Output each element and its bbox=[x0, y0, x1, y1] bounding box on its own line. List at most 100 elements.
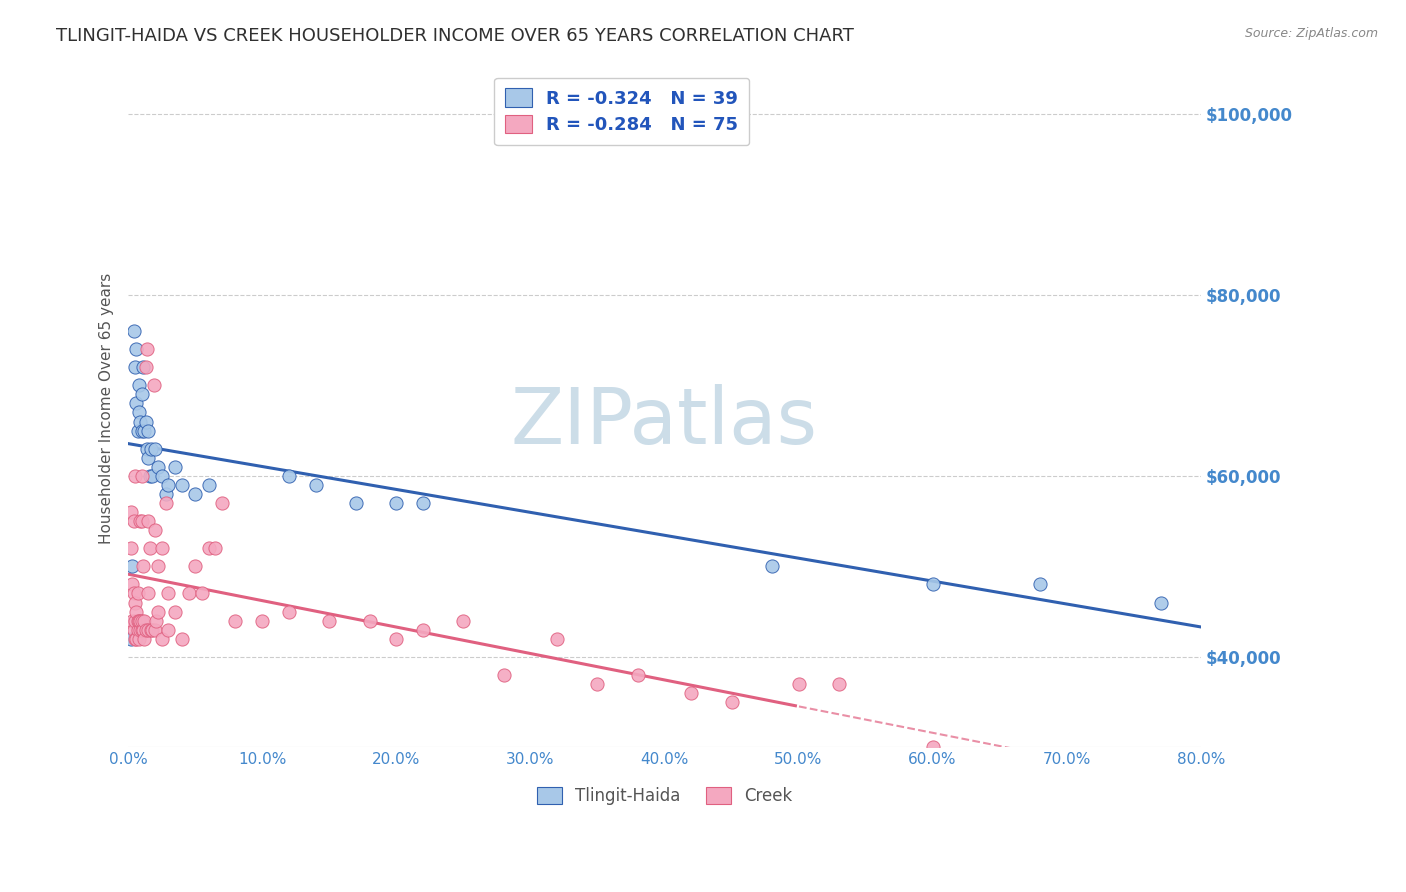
Point bbox=[150, 632, 173, 646]
Point bbox=[122, 586, 145, 600]
Point bbox=[170, 632, 193, 646]
Point bbox=[197, 541, 219, 556]
Point bbox=[122, 623, 145, 637]
Point bbox=[453, 614, 475, 628]
Point bbox=[142, 378, 165, 392]
Legend: Tlingit-Haida, Creek: Tlingit-Haida, Creek bbox=[529, 779, 800, 814]
Point bbox=[139, 442, 162, 456]
Point bbox=[150, 468, 173, 483]
Point bbox=[586, 677, 609, 691]
Point bbox=[139, 623, 162, 637]
Point bbox=[127, 623, 149, 637]
Point bbox=[146, 559, 169, 574]
Point bbox=[492, 668, 515, 682]
Point bbox=[146, 459, 169, 474]
Point bbox=[318, 614, 340, 628]
Point bbox=[146, 605, 169, 619]
Point bbox=[177, 586, 200, 600]
Point bbox=[141, 468, 163, 483]
Point bbox=[138, 514, 160, 528]
Point bbox=[125, 632, 148, 646]
Point bbox=[145, 614, 167, 628]
Point bbox=[165, 459, 187, 474]
Point bbox=[165, 605, 187, 619]
Point bbox=[278, 468, 301, 483]
Point bbox=[135, 623, 157, 637]
Point bbox=[138, 424, 160, 438]
Point bbox=[132, 623, 155, 637]
Point bbox=[128, 405, 150, 419]
Point bbox=[124, 595, 146, 609]
Point bbox=[129, 514, 152, 528]
Point bbox=[155, 487, 177, 501]
Point bbox=[385, 496, 408, 510]
Point bbox=[127, 586, 149, 600]
Point bbox=[988, 758, 1011, 772]
Point bbox=[138, 468, 160, 483]
Point bbox=[211, 496, 233, 510]
Point bbox=[138, 586, 160, 600]
Point bbox=[129, 614, 152, 628]
Point bbox=[132, 559, 155, 574]
Point bbox=[138, 450, 160, 465]
Point bbox=[184, 559, 207, 574]
Point bbox=[131, 468, 153, 483]
Point bbox=[132, 360, 155, 375]
Point bbox=[127, 424, 149, 438]
Point bbox=[138, 541, 160, 556]
Point bbox=[124, 614, 146, 628]
Point bbox=[224, 614, 246, 628]
Text: Source: ZipAtlas.com: Source: ZipAtlas.com bbox=[1244, 27, 1378, 40]
Text: TLINGIT-HAIDA VS CREEK HOUSEHOLDER INCOME OVER 65 YEARS CORRELATION CHART: TLINGIT-HAIDA VS CREEK HOUSEHOLDER INCOM… bbox=[56, 27, 853, 45]
Point bbox=[124, 360, 146, 375]
Point bbox=[131, 424, 153, 438]
Point bbox=[134, 614, 156, 628]
Point bbox=[131, 623, 153, 637]
Point bbox=[143, 442, 166, 456]
Point bbox=[120, 632, 142, 646]
Point bbox=[191, 586, 214, 600]
Point bbox=[921, 577, 943, 591]
Text: ZIPatlas: ZIPatlas bbox=[510, 384, 818, 459]
Point bbox=[359, 614, 381, 628]
Point bbox=[157, 623, 180, 637]
Point bbox=[134, 632, 156, 646]
Point bbox=[170, 478, 193, 492]
Point bbox=[135, 360, 157, 375]
Point bbox=[828, 677, 851, 691]
Point bbox=[135, 415, 157, 429]
Point bbox=[546, 632, 568, 646]
Point bbox=[761, 559, 783, 574]
Point bbox=[121, 614, 143, 628]
Point bbox=[136, 342, 159, 356]
Point bbox=[155, 496, 177, 510]
Point bbox=[252, 614, 274, 628]
Point bbox=[1149, 595, 1171, 609]
Point bbox=[157, 478, 180, 492]
Point bbox=[122, 514, 145, 528]
Point bbox=[125, 342, 148, 356]
Point bbox=[157, 586, 180, 600]
Point bbox=[720, 695, 742, 709]
Point bbox=[124, 632, 146, 646]
Point bbox=[143, 623, 166, 637]
Point bbox=[122, 324, 145, 338]
Point bbox=[131, 614, 153, 628]
Point bbox=[134, 424, 156, 438]
Point bbox=[121, 559, 143, 574]
Point bbox=[131, 514, 153, 528]
Point bbox=[124, 468, 146, 483]
Point bbox=[128, 614, 150, 628]
Point bbox=[127, 614, 149, 628]
Point bbox=[136, 442, 159, 456]
Point bbox=[681, 686, 703, 700]
Point bbox=[197, 478, 219, 492]
Point bbox=[204, 541, 226, 556]
Point bbox=[131, 387, 153, 401]
Point bbox=[120, 541, 142, 556]
Point bbox=[121, 577, 143, 591]
Point bbox=[125, 396, 148, 410]
Point bbox=[787, 677, 810, 691]
Point bbox=[278, 605, 301, 619]
Point bbox=[125, 605, 148, 619]
